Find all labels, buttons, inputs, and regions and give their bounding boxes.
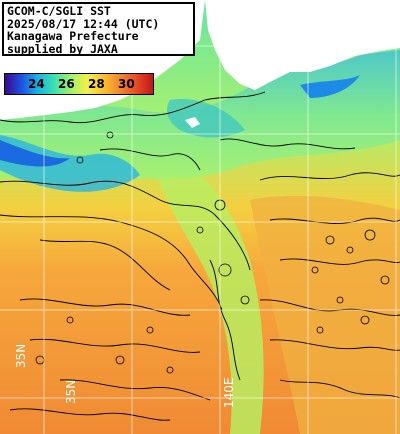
lat-label-left: 35N [14, 343, 28, 368]
sst-contours [0, 91, 400, 421]
speckle-contours [35, 131, 390, 374]
island [185, 117, 200, 128]
warm-current-east [250, 195, 400, 434]
deep-cool-coast [0, 140, 70, 167]
cool-patch-bay [167, 99, 245, 138]
caption-credit: supplied by JAXA [7, 41, 118, 56]
colorbar-tick-24: 24 [28, 77, 45, 91]
lon-label: 140E [222, 377, 236, 409]
caption-region: Kanagawa Prefecture [7, 29, 139, 43]
colorbar-tick-30: 30 [118, 77, 135, 91]
cool-patch-west [0, 135, 140, 192]
lat-label-middle: 35N [64, 379, 78, 404]
colorbar-tick-28: 28 [88, 77, 105, 91]
sst-colorbar: 24 26 28 30 [4, 73, 154, 95]
caption-box: GCOM-C/SGLI SST 2025/08/17 12:44 (UTC) K… [2, 2, 195, 56]
caption-sensor: GCOM-C/SGLI SST [7, 4, 111, 18]
deep-cool-east [300, 75, 360, 98]
land-peninsula [232, 46, 262, 72]
caption-datetime: 2025/08/17 12:44 (UTC) [7, 16, 160, 31]
colorbar-tick-26: 26 [58, 77, 75, 91]
